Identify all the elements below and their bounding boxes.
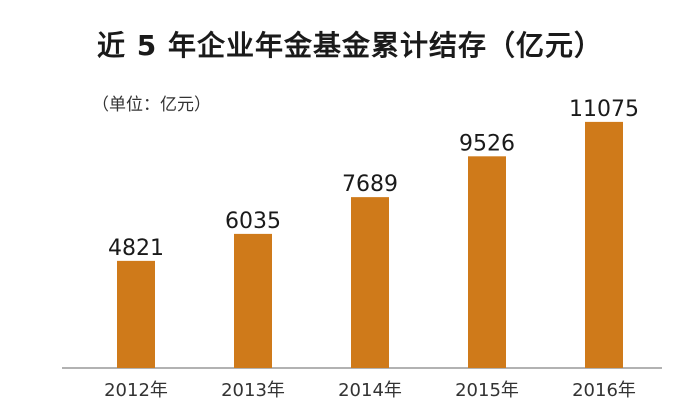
x-tick-label: 2015年 (455, 380, 519, 401)
bar (117, 260, 155, 368)
data-label: 6035 (225, 209, 281, 234)
x-tick-label: 2012年 (104, 380, 168, 401)
data-label: 4821 (108, 236, 164, 261)
bar (585, 121, 623, 368)
unit-label: （单位：亿元） (92, 95, 211, 115)
x-tick-label: 2014年 (338, 380, 402, 401)
chart-title: 近 5 年企业年金基金累计结存（亿元） (97, 29, 603, 62)
data-label: 11075 (569, 97, 639, 122)
bar (234, 233, 272, 368)
data-label: 9526 (459, 131, 515, 156)
data-label: 7689 (342, 172, 398, 197)
bar (351, 197, 389, 368)
x-tick-label: 2016年 (572, 380, 636, 401)
x-tick-label: 2013年 (221, 380, 285, 401)
bar (468, 156, 506, 368)
